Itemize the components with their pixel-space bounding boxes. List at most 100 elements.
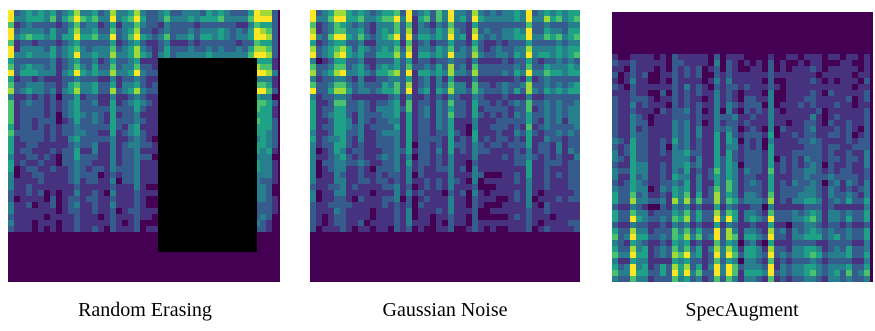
spectrogram-cell: [370, 160, 376, 166]
spectrogram-cell: [630, 162, 636, 168]
spectrogram-cell: [140, 166, 146, 172]
spectrogram-cell: [370, 10, 376, 16]
spectrogram-cell: [266, 94, 272, 100]
spectrogram-cell: [182, 40, 188, 46]
spectrogram-cell: [834, 276, 840, 282]
spectrogram-cell: [92, 166, 98, 172]
spectrogram-cell: [436, 76, 442, 82]
spectrogram-cell: [532, 130, 538, 136]
spectrogram-cell: [104, 124, 110, 130]
spectrogram-cell: [798, 198, 804, 204]
spectrogram-cell: [804, 132, 810, 138]
spectrogram-cell: [176, 52, 182, 58]
spectrogram-cell: [630, 264, 636, 270]
spectrogram-cell: [188, 10, 194, 16]
spectrogram-cell: [394, 40, 400, 46]
spectrogram-cell: [110, 166, 116, 172]
spectrogram-cell: [798, 234, 804, 240]
spectrogram-cell: [56, 28, 62, 34]
spectrogram-cell: [810, 222, 816, 228]
spectrogram-cell: [128, 106, 134, 112]
spectrogram-cell: [562, 58, 568, 64]
spectrogram-cell: [792, 72, 798, 78]
spectrogram-cell: [804, 162, 810, 168]
spectrogram-cell: [376, 46, 382, 52]
spectrogram-cell: [346, 130, 352, 136]
spectrogram-cell: [436, 118, 442, 124]
spectrogram-cell: [642, 60, 648, 66]
spectrogram-cell: [744, 276, 750, 282]
spectrogram-cell: [424, 130, 430, 136]
spectrogram-cell: [804, 156, 810, 162]
spectrogram-cell: [236, 52, 242, 58]
spectrogram-cell: [20, 178, 26, 184]
spectrogram-cell: [310, 112, 316, 118]
spectrogram-cell: [858, 132, 864, 138]
spectrogram-cell: [612, 144, 618, 150]
spectrogram-cell: [822, 138, 828, 144]
spectrogram-cell: [726, 78, 732, 84]
spectrogram-cell: [322, 82, 328, 88]
spectrogram-cell: [436, 220, 442, 226]
spectrogram-cell: [14, 76, 20, 82]
spectrogram-cell: [696, 276, 702, 282]
spectrogram-cell: [562, 136, 568, 142]
spectrogram-cell: [786, 84, 792, 90]
spectrogram-cell: [810, 216, 816, 222]
spectrogram-cell: [418, 148, 424, 154]
spectrogram-cell: [858, 198, 864, 204]
spectrogram-cell: [376, 58, 382, 64]
spectrogram-cell: [630, 54, 636, 60]
spectrogram-cell: [750, 234, 756, 240]
spectrogram-cell: [828, 144, 834, 150]
spectrogram-cell: [406, 118, 412, 124]
spectrogram-cell: [322, 196, 328, 202]
spectrogram-cell: [840, 132, 846, 138]
spectrogram-cell: [846, 108, 852, 114]
spectrogram-cell: [140, 28, 146, 34]
spectrogram-cell: [448, 70, 454, 76]
spectrogram-cell: [624, 174, 630, 180]
spectrogram-cell: [726, 210, 732, 216]
spectrogram-cell: [840, 120, 846, 126]
spectrogram-cell: [858, 258, 864, 264]
spectrogram-cell: [104, 82, 110, 88]
spectrogram-cell: [732, 276, 738, 282]
spectrogram-cell: [388, 160, 394, 166]
spectrogram-cell: [8, 76, 14, 82]
spectrogram-cell: [834, 168, 840, 174]
spectrogram-cell: [810, 258, 816, 264]
spectrogram-cell: [852, 258, 858, 264]
spectrogram-cell: [266, 214, 272, 220]
spectrogram-cell: [266, 184, 272, 190]
spectrogram-cell: [412, 34, 418, 40]
spectrogram-cell: [714, 72, 720, 78]
spectrogram-cell: [140, 124, 146, 130]
spectrogram-cell: [810, 162, 816, 168]
spectrogram-cell: [32, 178, 38, 184]
spectrogram-cell: [612, 222, 618, 228]
spectrogram-cell: [56, 46, 62, 52]
spectrogram-cell: [654, 228, 660, 234]
spectrogram-cell: [358, 172, 364, 178]
spectrogram-cell: [556, 118, 562, 124]
spectrogram-cell: [532, 184, 538, 190]
spectrogram-cell: [442, 148, 448, 154]
spectrogram-cell: [104, 106, 110, 112]
spectrogram-cell: [86, 208, 92, 214]
spectrogram-cell: [702, 210, 708, 216]
spectrogram-cell: [394, 124, 400, 130]
spectrogram-cell: [642, 102, 648, 108]
spectrogram-cell: [502, 28, 508, 34]
spectrogram-cell: [460, 190, 466, 196]
spectrogram-cell: [834, 264, 840, 270]
spectrogram-cell: [56, 64, 62, 70]
spectrogram-cell: [672, 60, 678, 66]
spectrogram-cell: [394, 106, 400, 112]
spectrogram-cell: [418, 178, 424, 184]
spectrogram-cell: [140, 202, 146, 208]
spectrogram-cell: [352, 106, 358, 112]
spectrogram-cell: [630, 60, 636, 66]
spectrogram-cell: [696, 240, 702, 246]
spectrogram-cell: [50, 226, 56, 232]
